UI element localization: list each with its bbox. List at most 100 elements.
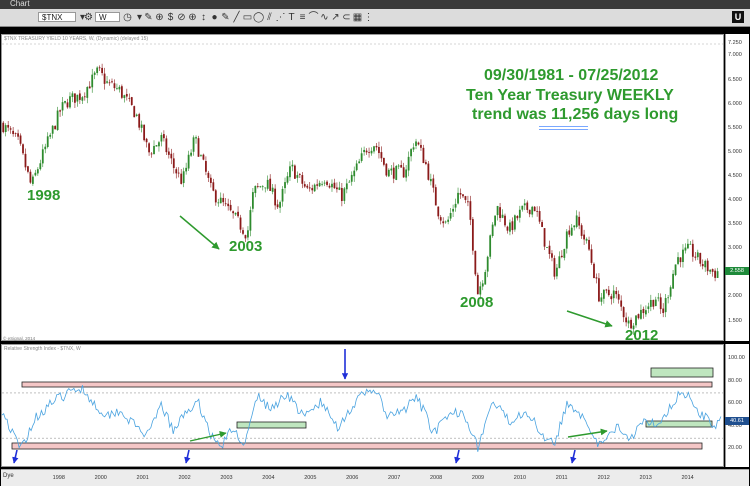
candle-body [358,161,361,164]
rsi-axis[interactable] [725,344,749,467]
channel-tool-icon[interactable]: ⫽ [267,12,272,23]
candle-body [328,185,331,188]
candle-body [563,248,566,258]
candle-body [644,310,647,315]
candle-body [125,93,128,97]
rectangle-tool-icon[interactable]: ▭ [242,12,253,23]
time-axis-tick-15: 2014 [681,475,694,481]
candle-body [91,74,94,88]
arrow-icon[interactable]: ↕ [201,12,206,23]
magnet-icon[interactable]: ⊂ [342,12,351,23]
time-axis-tick-6: 2005 [304,475,317,481]
rsi-last-value: 40.61 [725,417,749,426]
candle-body [568,230,571,235]
pen-tool-icon[interactable]: ✎ [221,12,230,23]
candle-body [251,192,254,209]
time-axis-tick-13: 2012 [597,475,610,481]
candle-body [560,255,563,258]
ellipse-tool-icon[interactable]: ◯ [253,12,265,23]
candle-body [531,206,534,215]
settings-icon[interactable]: ⚙ [84,12,93,23]
time-axis-tick-1: 2000 [94,475,107,481]
candle-body [336,187,338,190]
trend-days: 11,256 [551,106,600,123]
candle-body [701,264,704,267]
candle-body [96,67,99,73]
cycle-tool-icon[interactable]: ∿ [320,12,329,23]
rsi-line [1,385,722,452]
rsi-axis-tick-4: 20.00 [728,445,742,452]
candle-body [620,300,623,307]
candle-body [711,269,714,272]
candle-body [46,136,49,147]
time-axis[interactable]: Dye [1,469,749,486]
arc-tool-icon[interactable]: ⌒ [308,12,319,23]
more-icon[interactable]: ⋮ [363,12,374,23]
price-axis-tick-7: 3.500 [728,221,742,228]
candle-body [197,138,200,157]
candle-body [370,150,373,154]
candle-body [410,149,412,157]
candle-body [491,224,494,236]
ray-tool-icon[interactable]: ↗ [331,12,340,23]
candle-body [106,81,108,83]
fan-tool-icon[interactable]: ⋰ [275,12,286,23]
candle-body [360,153,363,161]
fib-tool-icon[interactable]: ≡ [299,12,306,23]
candle-body [474,250,477,275]
candle-body [442,221,445,224]
dropdown-icon[interactable]: ▾ [136,12,143,23]
candle-body [551,253,553,258]
candle-body [81,97,84,101]
time-axis-tick-11: 2010 [513,475,527,481]
candle-body [499,207,501,219]
candle-body [130,97,133,105]
candle-body [244,235,247,239]
candle-body [284,182,286,189]
candle-body [41,149,44,164]
symbol-dropdown-icon[interactable]: ▾ [79,12,86,23]
candle-body [192,137,195,152]
candle-body [583,234,585,240]
candle-body [694,256,697,258]
candle-body [516,216,519,219]
trend-annotation: trend was 11,256 days long [472,106,678,124]
rsi-green-arrow-2012 [567,428,608,438]
pencil-icon[interactable]: ✎ [144,12,153,23]
trash-icon[interactable]: ▦ [352,12,363,23]
candle-body [86,86,89,98]
price-axis[interactable] [725,34,749,341]
candle-body [150,153,153,155]
price-axis-tick-1: 6.500 [728,76,742,83]
interval-input[interactable]: W [95,12,120,22]
zoom-icon[interactable]: ⊘ [177,12,186,23]
price-panel[interactable] [1,34,724,341]
candle-body [348,181,351,183]
candle-body [138,114,141,128]
text-tool-icon[interactable]: T [288,12,295,23]
line-tool-icon[interactable]: ╱ [233,12,240,23]
clock-icon[interactable]: ◷ [123,12,132,23]
candle-body [649,299,652,307]
candle-body [363,149,366,153]
candle-body [209,177,212,183]
u-button[interactable]: U [732,11,744,23]
candle-body [612,290,615,299]
candle-body [479,286,482,295]
candle-body [397,165,400,167]
price-icon[interactable]: $ [167,12,174,23]
crosshair-icon-2[interactable]: ⊕ [188,12,197,23]
price-axis-tick-6: 4.000 [728,197,742,204]
candle-body [34,172,37,176]
candle-body [521,205,524,210]
symbol-input[interactable]: $TNX [38,12,76,22]
price-axis-tick-2: 6.000 [728,100,742,107]
candle-body [27,166,29,172]
record-icon[interactable]: ● [211,12,218,23]
candle-body [420,144,422,148]
candle-body [541,222,543,227]
candle-body [64,100,66,103]
candle-body [607,289,610,296]
crosshair-icon[interactable]: ⊕ [155,12,164,23]
